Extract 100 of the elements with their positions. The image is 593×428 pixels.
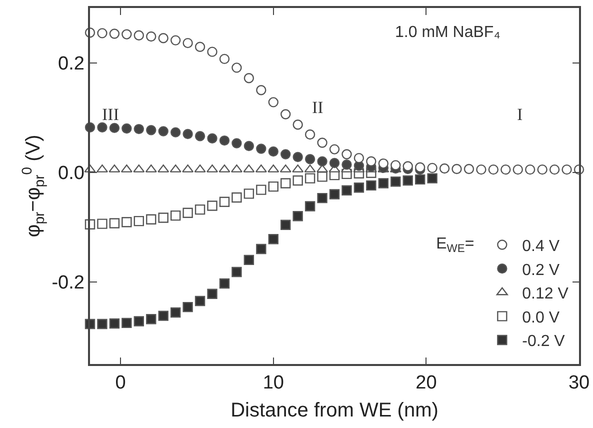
point	[304, 201, 316, 212]
point	[232, 266, 242, 278]
legend-label: 0.2 V	[522, 262, 560, 279]
point	[354, 152, 364, 164]
point	[292, 211, 303, 222]
point	[317, 172, 328, 182]
point	[232, 138, 242, 148]
point	[219, 196, 230, 207]
point	[390, 176, 401, 187]
point	[182, 38, 193, 48]
annotation: 1.0 mM NaBF₄	[395, 24, 500, 41]
point	[97, 218, 108, 229]
point	[158, 164, 170, 172]
point	[146, 31, 156, 42]
point	[329, 144, 340, 154]
y-tick-label: -0.2	[52, 272, 84, 294]
point	[342, 160, 352, 170]
point	[158, 212, 168, 223]
point	[243, 164, 255, 172]
point	[182, 128, 193, 140]
point	[439, 163, 450, 174]
point	[304, 173, 316, 184]
point	[329, 189, 340, 200]
point	[402, 175, 413, 186]
point	[255, 164, 267, 172]
annotation: III	[102, 105, 120, 124]
point	[134, 30, 144, 40]
point	[158, 126, 168, 136]
point	[256, 144, 266, 154]
point	[122, 29, 132, 40]
point	[109, 218, 120, 228]
point	[194, 42, 206, 52]
point	[244, 188, 254, 199]
point	[317, 138, 328, 148]
point	[562, 164, 572, 175]
point	[464, 164, 474, 174]
point	[134, 216, 144, 226]
point	[268, 97, 278, 108]
point	[268, 146, 278, 157]
point	[244, 254, 254, 266]
point	[97, 318, 108, 330]
legend-label: -0.2 V	[522, 333, 566, 350]
point	[109, 318, 120, 329]
annotation: II	[312, 98, 324, 117]
point	[342, 149, 352, 160]
point	[194, 131, 206, 142]
point	[329, 158, 340, 168]
annotation: I	[517, 105, 523, 124]
point	[292, 152, 303, 162]
point	[207, 46, 218, 57]
point	[488, 164, 499, 175]
point	[219, 278, 230, 289]
point	[122, 123, 132, 134]
point	[218, 164, 230, 172]
point	[122, 318, 132, 328]
point	[122, 217, 132, 228]
point	[317, 192, 328, 204]
point	[207, 133, 218, 144]
point	[134, 316, 144, 326]
point	[219, 54, 230, 64]
point	[292, 175, 303, 186]
legend-title: E$_{WE}$=	[436, 236, 474, 256]
point	[414, 174, 426, 185]
point	[230, 164, 242, 172]
x-tick-label: 0	[115, 372, 126, 394]
point	[244, 73, 254, 84]
point	[427, 162, 438, 174]
point	[207, 200, 218, 211]
point	[120, 164, 132, 172]
point	[207, 288, 218, 299]
point	[146, 214, 156, 225]
point	[414, 162, 426, 172]
point	[170, 164, 182, 172]
point	[280, 149, 291, 160]
point	[304, 154, 316, 164]
point	[402, 161, 413, 172]
x-axis-title: Distance from WE (nm)	[230, 400, 438, 422]
point	[256, 85, 266, 96]
point	[194, 164, 206, 172]
point	[244, 140, 254, 152]
point	[268, 234, 278, 244]
point	[170, 307, 181, 318]
legend-label: 0.12 V	[522, 286, 569, 303]
point	[219, 135, 230, 146]
point	[134, 124, 144, 134]
x-tick-label: 10	[262, 372, 284, 394]
y-tick-label: 0.2	[58, 53, 84, 74]
point	[109, 122, 120, 134]
legend-label: 0.4 V	[522, 238, 560, 256]
point	[452, 164, 462, 174]
point	[378, 178, 388, 188]
point	[194, 296, 206, 306]
point	[476, 164, 486, 175]
point	[268, 181, 278, 192]
point	[232, 192, 242, 203]
point	[170, 127, 181, 138]
point	[354, 182, 364, 193]
point	[317, 156, 328, 166]
point	[427, 173, 438, 184]
point	[158, 33, 168, 44]
